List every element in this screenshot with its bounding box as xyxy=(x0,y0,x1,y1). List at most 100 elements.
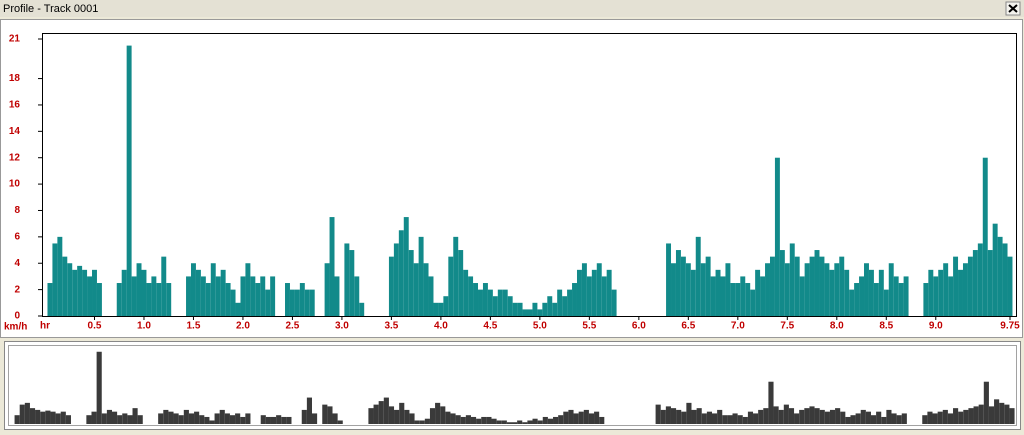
bar xyxy=(473,283,479,316)
y-tick-label: 4 xyxy=(14,258,20,269)
bar xyxy=(562,296,568,316)
overview-bar xyxy=(65,415,71,424)
overview-bar xyxy=(537,420,543,424)
overview-bar xyxy=(953,408,959,424)
overview-bar xyxy=(855,413,861,424)
bar xyxy=(552,302,558,316)
bar xyxy=(666,243,672,316)
overview-bar xyxy=(932,413,938,424)
bar xyxy=(260,276,266,316)
x-tick-label: 6.0 xyxy=(632,321,646,332)
overview-bar xyxy=(173,413,179,424)
overview-bar xyxy=(522,422,528,424)
x-tick-label: 4.5 xyxy=(483,321,497,332)
y-tick-label: 6 xyxy=(14,231,20,242)
overview-bar xyxy=(383,397,389,424)
x-tick-label: 6.5 xyxy=(681,321,695,332)
bar xyxy=(265,289,271,316)
bar xyxy=(67,263,73,316)
overview-bar xyxy=(727,415,733,424)
overview-bar xyxy=(506,422,512,424)
x-tick-label: 9.75 xyxy=(1000,321,1020,332)
x-tick-label: 5.0 xyxy=(533,321,547,332)
overview-bar xyxy=(224,413,230,424)
overview-bar xyxy=(994,399,1000,424)
overview-bar xyxy=(722,415,728,424)
overview-bar xyxy=(532,418,538,424)
bar xyxy=(849,289,855,316)
bar xyxy=(502,289,508,316)
bar xyxy=(398,230,404,316)
bar xyxy=(186,276,191,316)
overview-bar xyxy=(132,408,138,424)
overview-bar xyxy=(881,416,887,424)
close-button[interactable] xyxy=(1005,1,1021,16)
overview-bar xyxy=(127,415,133,424)
bar xyxy=(96,283,102,316)
overview-bar xyxy=(60,411,66,424)
bar xyxy=(928,269,934,316)
bar xyxy=(760,276,766,316)
overview-bar xyxy=(286,416,292,424)
overview-bar xyxy=(942,409,948,424)
bar xyxy=(789,243,795,316)
bar xyxy=(611,289,617,316)
y-tick-label: 0 xyxy=(14,311,20,322)
bar xyxy=(299,283,305,316)
bar xyxy=(438,302,444,316)
bar xyxy=(344,243,350,316)
overview-bar xyxy=(676,409,682,424)
x-axis-label: hr xyxy=(40,321,50,332)
bar xyxy=(497,289,503,316)
bar xyxy=(883,289,889,316)
overview-bar xyxy=(158,413,164,424)
bar xyxy=(418,236,424,316)
overview-bar xyxy=(419,420,425,424)
bar xyxy=(700,263,706,316)
overview-bar xyxy=(204,416,210,424)
overview-bar xyxy=(691,409,697,424)
overview-bar xyxy=(188,413,195,424)
overview-bar xyxy=(512,422,518,424)
bar xyxy=(893,276,899,316)
overview-bar xyxy=(106,409,112,424)
overview-bar xyxy=(96,351,102,424)
bar xyxy=(859,276,865,316)
x-tick-label: 2.5 xyxy=(285,321,299,332)
bar xyxy=(799,276,805,316)
x-tick-label: 8.5 xyxy=(879,321,893,332)
overview-bar xyxy=(496,420,502,424)
bar xyxy=(309,289,315,316)
overview-bar xyxy=(245,413,251,424)
overview-bar xyxy=(835,408,841,424)
overview-bar xyxy=(963,409,969,424)
bar xyxy=(289,289,295,316)
bar xyxy=(868,269,874,316)
overview-bar xyxy=(368,408,374,424)
overview-bar xyxy=(440,406,446,424)
bar xyxy=(463,269,469,316)
overview-bar xyxy=(112,411,118,424)
bar xyxy=(250,276,256,316)
overview-bar xyxy=(850,415,856,424)
bar xyxy=(478,289,483,316)
bar xyxy=(230,289,236,316)
overview-bar xyxy=(86,415,92,424)
bar xyxy=(690,269,696,316)
overview-bar xyxy=(1009,408,1015,424)
x-tick-label: 0.5 xyxy=(88,321,102,332)
overview-bar xyxy=(163,409,169,424)
bar xyxy=(834,263,840,316)
bar xyxy=(774,157,780,316)
overview-bar xyxy=(394,409,400,424)
bar xyxy=(675,250,681,316)
overview-bar xyxy=(404,409,410,424)
bar xyxy=(923,283,929,316)
bar xyxy=(903,276,909,316)
overview-bar xyxy=(558,415,564,424)
overview-bar xyxy=(527,420,533,424)
bar xyxy=(225,283,231,316)
overview-bar xyxy=(681,411,687,424)
bar xyxy=(943,263,949,316)
overview-bar xyxy=(686,402,692,424)
